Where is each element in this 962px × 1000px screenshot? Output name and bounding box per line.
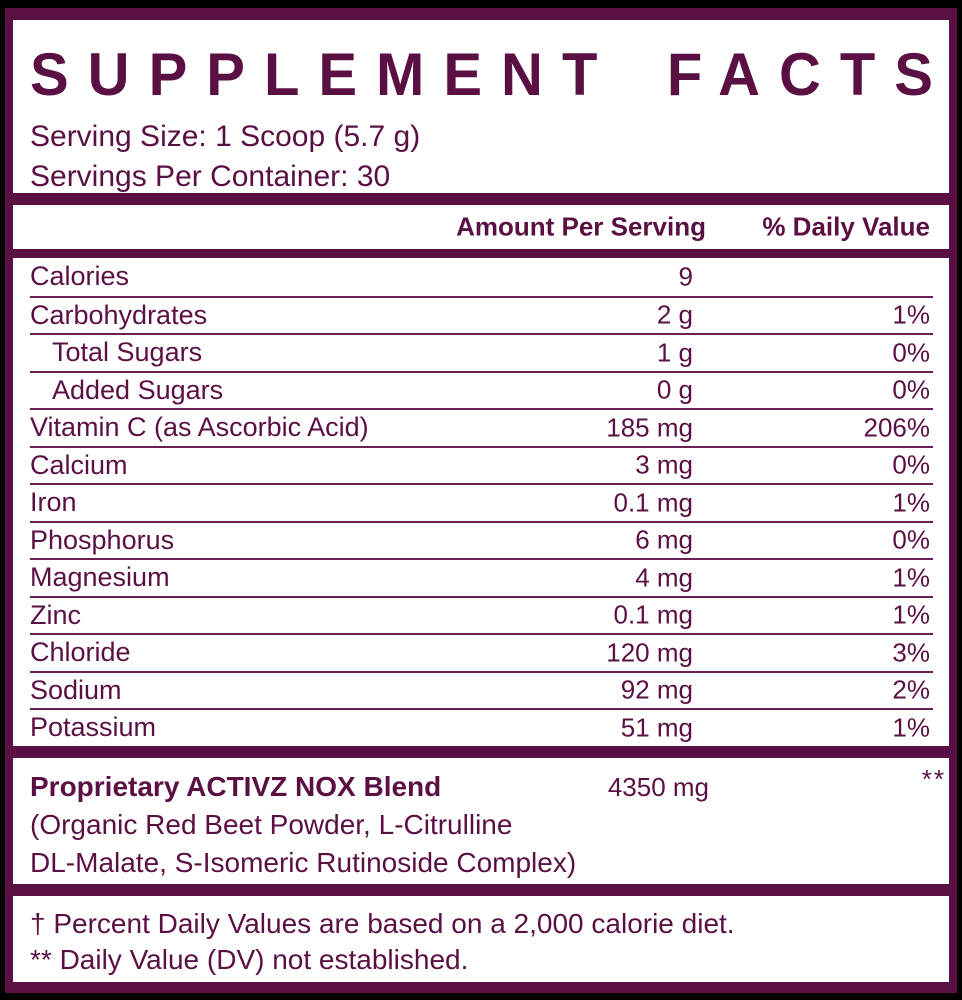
nutrient-name: Zinc — [30, 599, 82, 630]
table-row-vitamin-c: Vitamin C (as Ascorbic Acid) 185 mg 206% — [30, 408, 933, 446]
daily-value: 1% — [892, 487, 930, 518]
table-row-calcium: Calcium 3 mg 0% — [30, 445, 933, 484]
daily-value: 1% — [892, 599, 930, 630]
amount-value: 6 mg — [635, 524, 693, 555]
proprietary-blend-daily-value: ** — [921, 763, 946, 794]
serving-size-text: Serving Size: 1 Scoop (5.7 g) — [30, 120, 421, 153]
table-row-chloride: Chloride 120 mg 3% — [30, 633, 933, 671]
table-row-calories: Calories 9 — [30, 258, 933, 296]
table-row-magnesium: Magnesium 4 mg 1% — [30, 558, 933, 596]
nutrient-name: Sodium — [30, 674, 122, 705]
amount-value: 1 g — [656, 337, 693, 368]
amount-value: 0 g — [656, 374, 693, 405]
dv-not-established-footnote: ** Daily Value (DV) not established. — [30, 943, 469, 975]
daily-value-header: % Daily Value — [762, 211, 930, 242]
proprietary-blend-ingredients-line2: DL-Malate, S-Isomeric Rutinoside Complex… — [30, 846, 577, 878]
proprietary-blend-name: Proprietary ACTIVZ NOX Blend — [30, 770, 442, 802]
amount-value: 4 mg — [635, 562, 693, 593]
nutrient-table: Calories 9 Carbohydrates 2 g 1% Total Su… — [13, 258, 949, 746]
table-row-phosphorus: Phosphorus 6 mg 0% — [30, 520, 933, 559]
daily-value: 1% — [892, 712, 930, 743]
amount-value: 120 mg — [606, 637, 693, 668]
amount-value: 3 mg — [635, 449, 693, 480]
nutrient-name: Added Sugars — [52, 374, 224, 405]
nutrient-name: Iron — [30, 487, 77, 518]
daily-value: 0% — [892, 449, 930, 480]
amount-value: 92 mg — [620, 674, 693, 705]
table-row-potassium: Potassium 51 mg 1% — [30, 708, 933, 746]
table-row-sodium: Sodium 92 mg 2% — [30, 670, 933, 709]
label-panel: SUPPLEMENT FACTS Serving Size: 1 Scoop (… — [5, 8, 957, 993]
servings-per-container-text: Servings Per Container: 30 — [30, 160, 391, 193]
amount-per-serving-header: Amount Per Serving — [456, 211, 706, 242]
amount-value: 0.1 mg — [613, 487, 694, 518]
daily-value: 0% — [892, 524, 930, 555]
nutrient-name: Calories — [30, 261, 130, 292]
table-row-total-sugars: Total Sugars 1 g 0% — [30, 333, 933, 371]
daily-value-footnote: † Percent Daily Values are based on a 2,… — [30, 907, 735, 939]
daily-value: 2% — [892, 674, 930, 705]
footnotes-section: † Percent Daily Values are based on a 2,… — [13, 896, 949, 983]
amount-value: 0.1 mg — [613, 599, 694, 630]
title-word-supplement: SUPPLEMENT — [30, 41, 617, 109]
daily-value: 1% — [892, 562, 930, 593]
nutrient-name: Carbohydrates — [30, 299, 208, 330]
daily-value: 1% — [892, 299, 930, 330]
title-word-facts: FACTS — [666, 41, 952, 109]
page-title: SUPPLEMENT FACTS — [30, 40, 933, 109]
table-row-added-sugars: Added Sugars 0 g 0% — [30, 370, 933, 409]
amount-value: 9 — [678, 261, 693, 292]
nutrient-name: Chloride — [30, 637, 131, 668]
proprietary-blend-ingredients-line1: (Organic Red Beet Powder, L-Citrulline — [30, 808, 513, 840]
nutrient-name: Potassium — [30, 712, 157, 743]
table-header-row: Amount Per Serving % Daily Value — [13, 205, 949, 249]
proprietary-blend-section: Proprietary ACTIVZ NOX Blend 4350 mg ** … — [13, 758, 949, 884]
nutrient-name: Total Sugars — [52, 337, 203, 368]
divider-band — [13, 745, 949, 758]
serving-info: Serving Size: 1 Scoop (5.7 g) Servings P… — [30, 117, 933, 197]
amount-value: 2 g — [656, 299, 693, 330]
nutrient-name: Calcium — [30, 449, 128, 480]
proprietary-blend-amount: 4350 mg — [607, 771, 709, 802]
nutrient-name: Vitamin C (as Ascorbic Acid) — [30, 412, 369, 443]
divider-band — [13, 193, 949, 205]
daily-value: 206% — [863, 412, 931, 443]
table-row-carbohydrates: Carbohydrates 2 g 1% — [30, 295, 933, 334]
amount-value: 185 mg — [606, 412, 693, 443]
header-section: SUPPLEMENT FACTS Serving Size: 1 Scoop (… — [13, 20, 949, 193]
divider-band — [13, 249, 949, 258]
amount-value: 51 mg — [620, 712, 693, 743]
daily-value: 0% — [892, 374, 930, 405]
daily-value: 0% — [892, 337, 930, 368]
table-row-iron: Iron 0.1 mg 1% — [30, 483, 933, 521]
nutrient-name: Magnesium — [30, 562, 170, 593]
divider-band — [13, 883, 949, 896]
table-row-zinc: Zinc 0.1 mg 1% — [30, 595, 933, 634]
nutrient-name: Phosphorus — [30, 524, 175, 555]
daily-value: 3% — [892, 637, 930, 668]
